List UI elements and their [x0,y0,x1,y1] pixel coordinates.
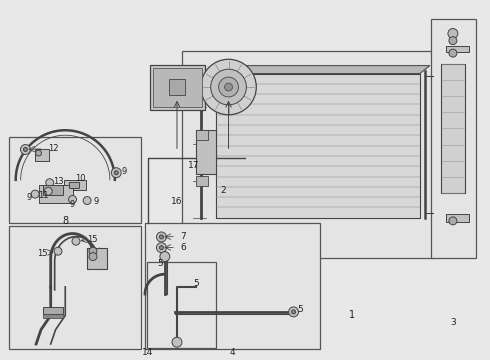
Circle shape [160,252,170,261]
Bar [150,65,205,110]
Text: 15: 15 [87,235,97,244]
Text: 9: 9 [122,167,127,176]
Circle shape [159,235,164,239]
Polygon shape [216,73,420,218]
Circle shape [289,307,298,317]
Polygon shape [216,66,430,73]
Bar [153,68,202,107]
Bar [431,19,476,258]
Text: 11: 11 [38,192,49,201]
Circle shape [24,148,27,152]
Circle shape [449,49,457,57]
Text: 5: 5 [194,279,199,288]
Bar [9,137,141,222]
Bar [146,222,320,349]
Circle shape [292,310,295,314]
Circle shape [449,217,457,225]
Text: 12: 12 [48,144,58,153]
Bar [441,64,465,193]
Bar [169,79,185,95]
Text: 9: 9 [26,193,31,202]
Bar [445,214,469,222]
Circle shape [448,28,458,39]
Bar [445,46,469,52]
Text: 3: 3 [450,318,456,327]
Text: 1: 1 [349,310,355,320]
Bar [87,248,107,269]
Text: 13: 13 [52,177,63,186]
Circle shape [54,247,62,255]
Circle shape [36,150,42,156]
Text: 9: 9 [93,197,98,206]
Text: 5: 5 [297,305,303,314]
Circle shape [44,187,52,195]
Circle shape [83,197,91,204]
Text: 16: 16 [171,197,183,206]
Circle shape [114,171,118,175]
Bar [182,51,435,258]
Text: 8: 8 [62,216,68,226]
Circle shape [224,83,233,91]
Circle shape [156,243,167,253]
Circle shape [219,77,239,97]
Bar [147,262,216,347]
Bar [35,149,49,161]
Text: 4: 4 [230,348,236,357]
Bar [196,176,208,186]
Circle shape [89,247,97,255]
Circle shape [21,144,30,154]
Text: 15: 15 [37,249,47,258]
Text: 6: 6 [180,243,186,252]
Circle shape [31,190,39,198]
Bar [39,185,73,203]
Bar [196,130,216,175]
Circle shape [69,195,76,203]
Text: 5: 5 [157,259,163,268]
Circle shape [201,59,256,115]
Circle shape [211,69,246,105]
Text: 9: 9 [70,199,75,208]
Bar [44,314,63,318]
Text: 2: 2 [220,186,226,195]
Circle shape [111,168,121,177]
Text: 14: 14 [142,348,153,357]
Bar [44,185,63,195]
Bar [64,180,86,190]
Bar [69,181,79,188]
Circle shape [46,179,54,186]
Circle shape [156,232,167,242]
Circle shape [89,253,97,261]
Text: 7: 7 [180,232,186,241]
Text: 10: 10 [74,174,85,183]
Circle shape [449,37,457,45]
Circle shape [172,337,182,347]
Text: 17: 17 [188,161,200,170]
Bar [196,130,208,140]
Circle shape [72,237,80,245]
Circle shape [159,246,164,249]
Bar [9,226,141,349]
Bar [44,306,63,314]
